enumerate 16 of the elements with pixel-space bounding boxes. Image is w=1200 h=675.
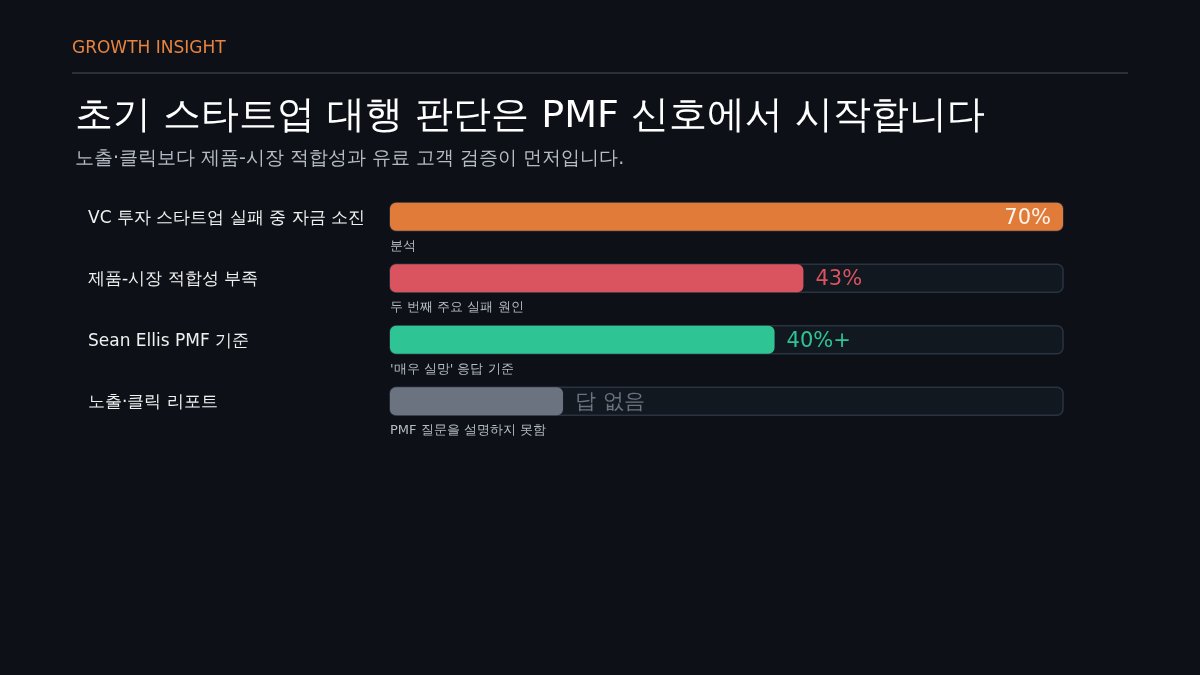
- annotation: PMF 질문을 설명하지 못함: [390, 422, 546, 438]
- data-label: 70%: [1004, 204, 1051, 229]
- data-label: 답 없음: [575, 389, 645, 414]
- annotation: 두 번째 주요 실패 원인: [390, 299, 524, 315]
- chart-subtitle: 노출·클릭보다 제품-시장 적합성과 유료 고객 검증이 먼저입니다.: [75, 145, 625, 168]
- annotation: '매우 실망' 응답 기준: [390, 360, 514, 376]
- y-tick-label: VC 투자 스타트업 실패 중 자금 소진: [88, 206, 365, 227]
- y-tick-label: 노출·클릭 리포트: [88, 391, 218, 412]
- y-tick-label: 제품-시장 적합성 부족: [88, 268, 258, 289]
- data-label: 43%: [815, 266, 863, 291]
- annotation: 분석: [390, 237, 416, 253]
- text: GROWTH INSIGHT: [72, 36, 227, 57]
- chart-title: 초기 스타트업 대행 판단은 PMF 신호에서 시작합니다: [75, 92, 986, 136]
- data-label: 40%+: [786, 327, 851, 352]
- y-tick-label: Sean Ellis PMF 기준: [88, 329, 250, 350]
- bar: [390, 387, 564, 416]
